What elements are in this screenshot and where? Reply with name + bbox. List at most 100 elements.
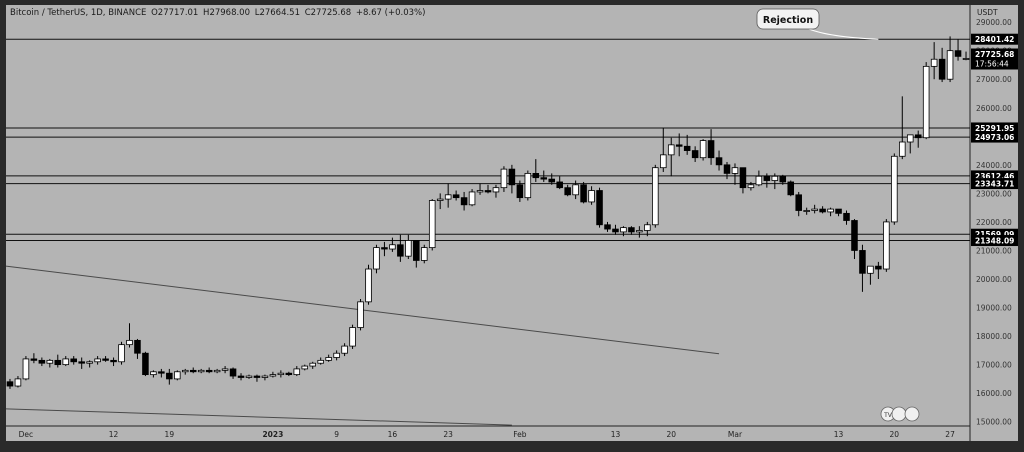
candle-body [652,167,659,226]
y-tick-label: 19000.00 [976,304,1012,313]
x-tick-label: 27 [945,430,955,439]
candle-body [357,301,364,328]
candle-body [835,208,842,214]
y-tick-label: 20000.00 [976,275,1012,284]
x-tick-label: 12 [109,430,119,439]
candle-body [452,194,460,199]
candle-body [261,375,269,378]
annotation-text: Rejection [763,15,813,26]
candle-body [803,210,810,212]
candle-body [492,187,500,193]
candle-body [922,65,930,139]
symbol-name[interactable]: Bitcoin / TetherUS, 1D, BINANCE [10,8,147,18]
candle-body [14,378,22,387]
x-tick-label: 2023 [262,430,283,439]
candle-body [851,220,858,251]
candle-body [508,168,516,186]
candle-body [62,358,70,366]
candle-body [269,374,277,377]
candle-body [405,240,412,257]
candle-body [795,194,802,211]
x-tick-label: Feb [513,430,527,439]
candle-body [484,190,492,193]
candle-body [428,200,436,249]
candle-body [285,372,293,376]
candle-body [540,177,548,180]
y-tick-label: 27000.00 [976,75,1012,84]
candle-body [914,134,922,139]
level-label-bg [971,131,1018,143]
y-tick-label: 17000.00 [976,361,1012,370]
x-tick-label: Mar [728,430,743,439]
candle-body [843,212,850,221]
candle-body [739,167,747,189]
candle-body [675,144,683,147]
annotation-pointer [808,28,879,40]
candle-body [189,369,197,373]
candle-body [436,198,444,201]
candle-body [532,172,540,179]
candle-body [309,362,316,367]
candle-body [468,191,476,206]
candle-body [707,140,715,159]
x-tick-label: 19 [165,430,175,439]
candle-body [954,50,962,57]
candle-body [859,250,866,274]
candle-body [683,145,691,151]
candle-body [213,369,221,373]
candle-body [787,181,795,196]
candle-body [333,352,340,358]
y-tick-label: 16000.00 [976,389,1012,398]
candle-body [660,154,667,169]
candle-body [349,327,356,347]
level-label: 25291.95 [975,124,1014,133]
candle-body [906,134,914,143]
candle-body [867,265,874,274]
candle-body [301,365,309,370]
candle-body [221,368,229,371]
x-tick-label: 20 [666,430,676,439]
candle-body [604,224,611,230]
y-tick-label: 18000.00 [976,332,1012,341]
candle-body [110,359,117,363]
price-axis-background [970,5,1018,441]
candle-body [819,208,826,213]
candle-body [620,227,627,233]
candle-body [596,190,603,226]
badge-circle [904,406,920,422]
candle-body [293,368,301,376]
candle-body [460,197,468,206]
candle-body [46,359,54,364]
candle-body [476,190,484,193]
candle-body [277,372,285,376]
level-label-bg [971,235,1018,247]
badge-text: TV [883,412,893,419]
candle-body [30,358,38,361]
candle-body [253,375,261,378]
candle-body [731,167,739,174]
level-label-bg [971,178,1018,190]
candle-body [86,361,93,364]
candle-body [580,184,587,203]
annotation-box [756,8,820,30]
candle-body [118,344,125,363]
candle-body [325,357,332,361]
candle-body [827,208,834,213]
candle-body [556,181,563,189]
candle-body [229,368,237,377]
candle-body [691,150,699,159]
candle-body [891,155,898,223]
ohlc-change: +8.67 (+0.03%) [355,8,426,18]
ohlc-close: C27725.68 [304,8,352,18]
y-tick-label: 29000.00 [976,18,1012,27]
candle-body [78,361,85,364]
y-tick-label: 23000.00 [976,189,1012,198]
candle-body [389,244,396,250]
candle-body [142,352,149,376]
badge-circle [891,406,907,422]
candle-body [747,184,755,189]
y-tick-label: 15000.00 [976,418,1012,427]
countdown-label: 17:56:44 [975,59,1009,68]
candle-body [962,58,970,60]
